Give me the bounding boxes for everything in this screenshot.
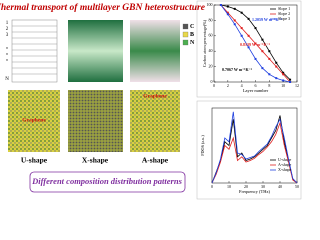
- x-tick-label: 20: [244, 184, 248, 189]
- annotation: 1.2059 W m⁻¹K⁻¹: [252, 17, 283, 22]
- data-point: [233, 19, 236, 22]
- data-point: [240, 27, 243, 30]
- data-point: [282, 71, 285, 74]
- x-tick-label: 0: [213, 83, 215, 88]
- structure-panel: [130, 90, 180, 152]
- data-point: [240, 34, 243, 37]
- data-point: [275, 77, 278, 80]
- plot-frame: [211, 107, 298, 184]
- data-point: [261, 50, 264, 53]
- legend-label: A-shape: [278, 162, 292, 167]
- y-axis-label: Carbon atom percentage(%): [202, 19, 207, 67]
- annotation: 0.7067 W m⁻¹K⁻¹: [222, 67, 253, 72]
- panel-label: X-shape: [82, 156, 109, 165]
- data-point: [289, 78, 292, 81]
- series-line: [211, 111, 298, 184]
- page: Thermal transport of multilayer GBN hete…: [0, 0, 303, 200]
- gradient-panel: [68, 20, 123, 82]
- data-point: [226, 13, 229, 16]
- data-point: [261, 67, 264, 70]
- y-tick-label: 100: [207, 2, 213, 7]
- data-point: [268, 57, 271, 60]
- chart-frame: [196, 100, 302, 200]
- annotation: 0.8139 W m⁻¹K⁻¹: [240, 42, 271, 47]
- gradient-panel: [130, 20, 180, 82]
- structure-panel: [8, 90, 60, 152]
- layer-label: 3: [6, 33, 9, 38]
- data-point: [240, 11, 243, 14]
- y-tick-label: 80: [209, 17, 213, 22]
- data-point: [247, 17, 250, 20]
- legend-label: Slope 1: [278, 6, 290, 11]
- x-tick-label: 40: [278, 184, 282, 189]
- series-line: [211, 121, 298, 184]
- data-point: [268, 50, 271, 53]
- title: Thermal transport of multilayer GBN hete…: [0, 3, 206, 13]
- data-point: [268, 73, 271, 76]
- data-point: [226, 11, 229, 14]
- x-tick-label: 6: [255, 83, 257, 88]
- panel-label: U-shape: [21, 156, 48, 165]
- x-tick-label: 30: [261, 184, 265, 189]
- series-line: [211, 115, 298, 184]
- data-point: [275, 61, 278, 64]
- y-tick-label: 0: [211, 79, 213, 84]
- data-point: [254, 42, 257, 45]
- layer-label: N: [5, 77, 9, 82]
- data-point: [219, 4, 222, 6]
- panel-label: A-shape: [142, 156, 169, 165]
- layer-panel: [6, 19, 58, 83]
- x-tick-label: 2: [227, 83, 229, 88]
- legend-label: Slope 2: [278, 11, 290, 16]
- y-tick-label: 40: [209, 48, 213, 53]
- y-axis-label: PDOS (a.u.): [200, 135, 205, 156]
- data-point: [282, 73, 285, 76]
- caption: Different composition distribution patte…: [31, 176, 182, 186]
- data-point: [261, 38, 264, 41]
- caption-box: [29, 171, 186, 193]
- y-tick-label: 60: [209, 33, 213, 38]
- data-point: [247, 46, 250, 49]
- x-tick-label: 10: [227, 184, 231, 189]
- legend-label: C: [190, 24, 194, 30]
- graphical-abstract: Thermal transport of multilayer GBN hete…: [0, 0, 302, 200]
- data-point: [254, 57, 257, 60]
- legend-label: N: [190, 40, 195, 46]
- x-tick-label: 12: [295, 83, 299, 88]
- data-point: [233, 7, 236, 10]
- x-tick-label: 50: [295, 184, 299, 189]
- legend-swatch: [182, 23, 189, 30]
- x-tick-label: 4: [241, 83, 243, 88]
- data-point: [282, 79, 285, 82]
- data-point: [247, 34, 250, 37]
- structure-panel: [68, 90, 123, 152]
- x-tick-label: 10: [281, 83, 285, 88]
- chart-frame: [196, 0, 302, 98]
- data-point: [254, 27, 257, 30]
- legend-label: U-shape: [278, 157, 292, 162]
- legend-label: X-shape: [278, 167, 292, 172]
- x-axis-label: Layer number: [243, 88, 269, 93]
- legend-swatch: [182, 31, 189, 38]
- data-point: [233, 23, 236, 26]
- x-tick-label: 0: [211, 184, 213, 189]
- data-point: [275, 65, 278, 68]
- layer-label: 2: [6, 27, 9, 32]
- x-axis-label: Frequency (THz): [239, 189, 271, 194]
- x-tick-label: 8: [268, 83, 270, 88]
- layer-label: 1: [6, 21, 9, 26]
- data-point: [226, 5, 229, 8]
- legend-label: Slope 3: [278, 16, 290, 21]
- legend-swatch: [182, 39, 189, 46]
- region-label: Graphene: [22, 117, 46, 123]
- region-label: Graphene: [143, 93, 167, 99]
- data-point: [289, 81, 292, 83]
- legend-label: B: [190, 32, 194, 38]
- y-tick-label: 20: [209, 64, 213, 69]
